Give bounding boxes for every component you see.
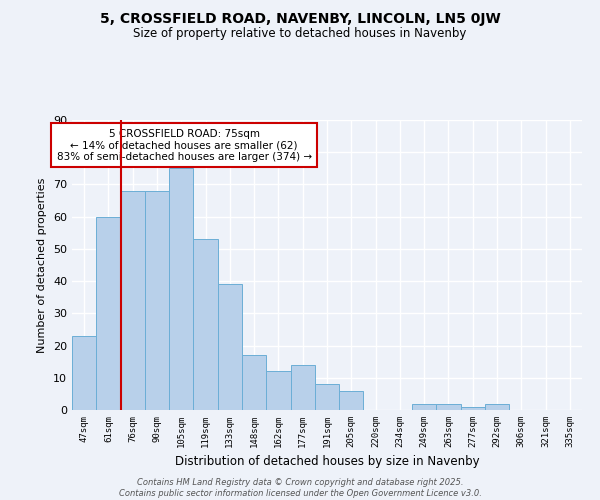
Bar — [485, 404, 509, 410]
Bar — [315, 384, 339, 410]
Bar — [242, 355, 266, 410]
Text: 5, CROSSFIELD ROAD, NAVENBY, LINCOLN, LN5 0JW: 5, CROSSFIELD ROAD, NAVENBY, LINCOLN, LN… — [100, 12, 500, 26]
Bar — [290, 365, 315, 410]
Bar — [121, 191, 145, 410]
Bar — [436, 404, 461, 410]
Bar — [461, 407, 485, 410]
Bar — [266, 372, 290, 410]
Bar — [339, 390, 364, 410]
Bar — [169, 168, 193, 410]
Text: Size of property relative to detached houses in Navenby: Size of property relative to detached ho… — [133, 28, 467, 40]
Text: 5 CROSSFIELD ROAD: 75sqm
← 14% of detached houses are smaller (62)
83% of semi-d: 5 CROSSFIELD ROAD: 75sqm ← 14% of detach… — [56, 128, 312, 162]
Bar — [145, 191, 169, 410]
Bar — [96, 216, 121, 410]
Bar — [193, 239, 218, 410]
X-axis label: Distribution of detached houses by size in Navenby: Distribution of detached houses by size … — [175, 456, 479, 468]
Bar — [72, 336, 96, 410]
Y-axis label: Number of detached properties: Number of detached properties — [37, 178, 47, 352]
Bar — [218, 284, 242, 410]
Text: Contains HM Land Registry data © Crown copyright and database right 2025.
Contai: Contains HM Land Registry data © Crown c… — [119, 478, 481, 498]
Bar — [412, 404, 436, 410]
